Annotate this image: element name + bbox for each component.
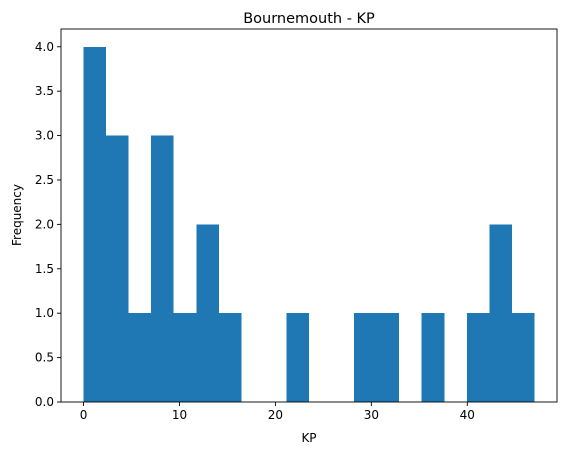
y-tick-label: 3.0 — [35, 129, 54, 143]
histogram-bar — [83, 46, 107, 403]
histogram-bar — [128, 313, 152, 402]
histogram-bar — [151, 135, 174, 403]
y-axis-ticks: 0.0 0.5 1.0 1.5 2.0 2.5 3.0 3.5 4.0 — [35, 40, 61, 409]
chart-title: Bournemouth - KP — [243, 11, 375, 27]
x-tick-label: 20 — [268, 408, 283, 422]
y-tick-label: 2.5 — [35, 173, 54, 187]
histogram-bar — [421, 313, 445, 402]
histogram-bar — [196, 224, 219, 402]
x-axis-ticks: 0 10 20 30 40 — [80, 402, 475, 422]
histogram-bar — [511, 313, 535, 402]
histogram-bar — [489, 224, 512, 402]
y-tick-label: 3.5 — [35, 84, 54, 98]
y-axis-label: Frequency — [10, 184, 24, 246]
y-tick-label: 4.0 — [35, 40, 54, 54]
x-axis-label: KP — [301, 431, 316, 445]
histogram-bar — [286, 313, 309, 402]
x-tick-label: 0 — [80, 408, 88, 422]
histogram-bar — [173, 313, 197, 402]
x-tick-label: 30 — [364, 408, 379, 422]
y-tick-label: 0.0 — [35, 395, 54, 409]
histogram-bar — [106, 135, 129, 403]
y-tick-label: 0.5 — [35, 351, 54, 365]
histogram-bar — [354, 313, 377, 402]
y-tick-label: 2.0 — [35, 217, 54, 231]
x-tick-label: 10 — [172, 408, 187, 422]
histogram-bar — [218, 313, 242, 402]
x-tick-label: 40 — [460, 408, 475, 422]
histogram-bar — [466, 313, 490, 402]
histogram-bar — [376, 313, 400, 402]
plot-frame — [60, 28, 558, 403]
y-tick-label: 1.0 — [35, 306, 54, 320]
bars-group — [83, 46, 535, 403]
y-tick-label: 1.5 — [35, 262, 54, 276]
